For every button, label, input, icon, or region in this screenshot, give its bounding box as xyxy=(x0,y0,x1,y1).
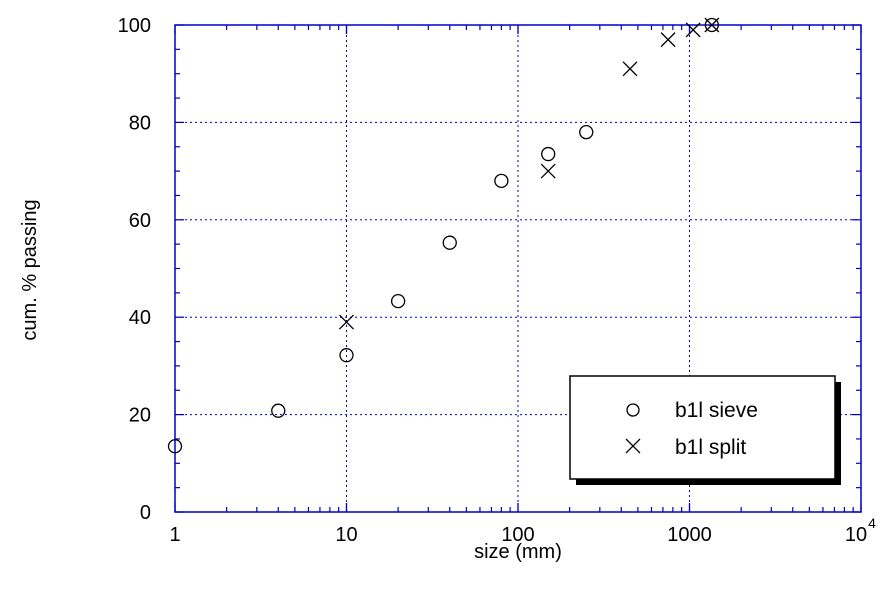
legend-circle-marker xyxy=(626,403,640,417)
y-tick-labels: 0 20 40 60 80 100 xyxy=(118,15,151,524)
y-tick-label: 40 xyxy=(129,307,151,329)
legend: b1l sieve b1l split xyxy=(569,375,841,485)
y-tick-label: 80 xyxy=(129,112,151,134)
x-tick-label-exponent: 4 xyxy=(868,515,876,531)
data-point-cross xyxy=(622,61,638,77)
data-points xyxy=(167,17,720,454)
data-point-circle xyxy=(390,293,406,309)
y-tick-label: 20 xyxy=(129,405,151,427)
y-axis-label: cum. % passing xyxy=(19,199,41,340)
legend-box xyxy=(569,375,836,480)
data-point-cross xyxy=(660,32,676,48)
data-point-circle xyxy=(167,439,183,454)
data-point-cross xyxy=(685,22,701,38)
data-point-circle xyxy=(271,403,286,418)
x-axis-label: size (mm) xyxy=(474,541,562,563)
data-point-circle xyxy=(339,348,354,363)
data-point-cross xyxy=(704,17,720,33)
data-point-circle xyxy=(541,146,556,162)
cross-stroke xyxy=(704,17,720,33)
cross-stroke xyxy=(622,61,638,77)
y-tick-label: 100 xyxy=(118,15,151,37)
data-point-circle xyxy=(579,124,594,140)
cross-stroke xyxy=(540,163,556,179)
legend-label-split: b1l split xyxy=(675,436,746,459)
x-tick-label: 10 xyxy=(845,524,867,546)
data-point-circle xyxy=(494,173,509,188)
y-tick-label: 60 xyxy=(129,210,151,232)
data-point-cross xyxy=(540,163,556,179)
data-point-circle xyxy=(704,17,720,33)
legend-label-sieve: b1l sieve xyxy=(675,399,758,422)
x-tick-label: 1000 xyxy=(667,524,712,546)
y-tick-label: 0 xyxy=(140,502,151,524)
x-tick-label: 1 xyxy=(169,524,180,546)
axis-minor-ticks xyxy=(174,24,862,513)
cross-stroke xyxy=(339,314,354,330)
data-point-cross xyxy=(339,314,354,330)
x-tick-labels: 1 10 100 1000 104 xyxy=(169,515,876,546)
x-tick-label: 100 xyxy=(501,524,534,546)
cross-stroke xyxy=(685,22,701,38)
cross-stroke xyxy=(660,32,676,48)
legend-cross-marker xyxy=(625,438,641,454)
data-point-circle xyxy=(442,235,457,250)
x-tick-label: 10 xyxy=(335,524,357,546)
